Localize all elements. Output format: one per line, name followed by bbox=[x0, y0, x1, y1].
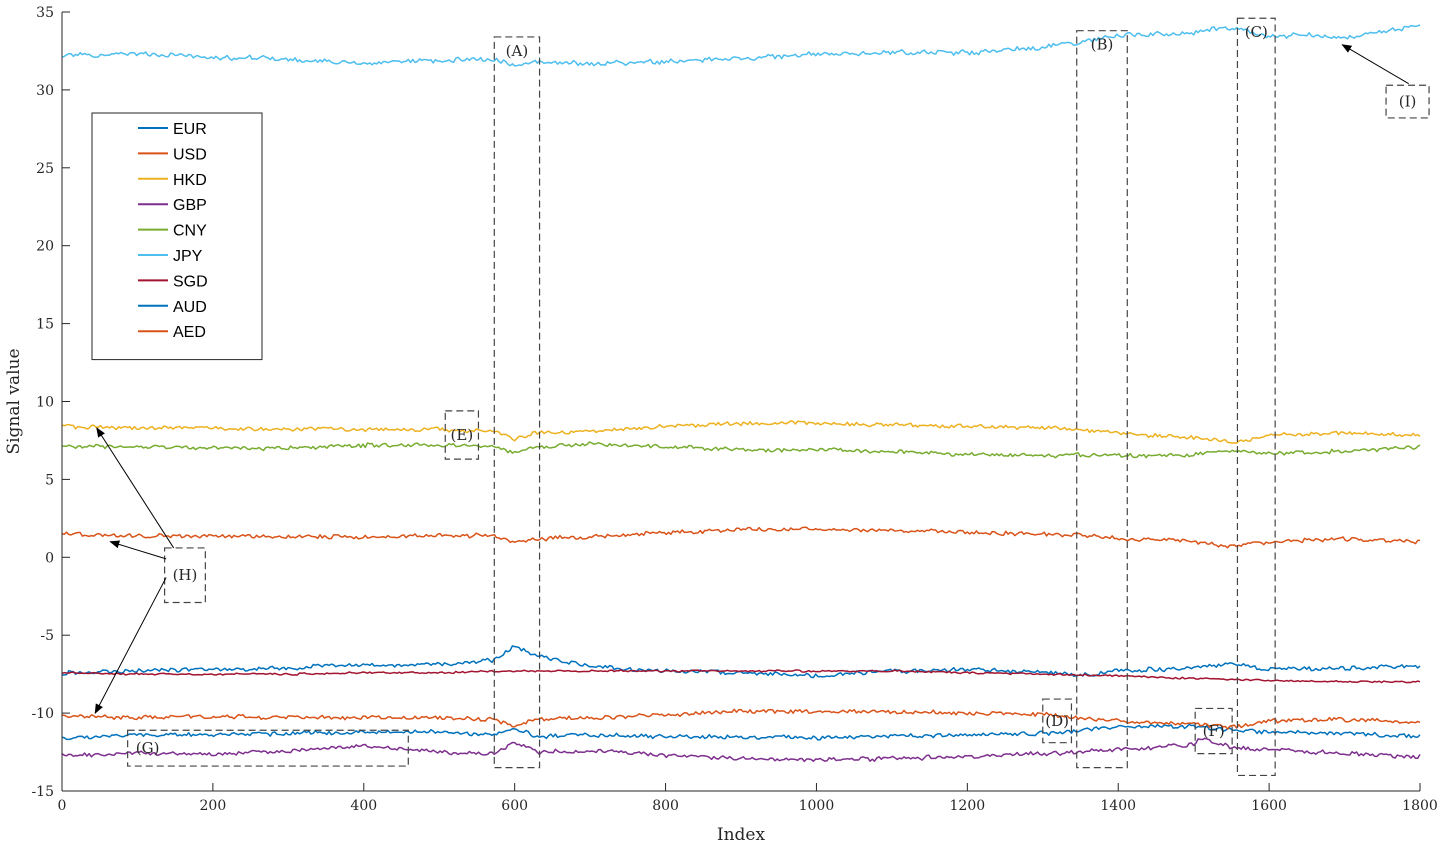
y-tick-label: 25 bbox=[36, 161, 54, 177]
series-line-hkd bbox=[61, 420, 1421, 444]
annotation-label-6: (G) bbox=[136, 739, 160, 757]
annotation-box-6 bbox=[127, 729, 409, 767]
y-tick-label: -5 bbox=[40, 628, 54, 644]
annotation-box-2 bbox=[1236, 17, 1276, 777]
x-axis-label: Index bbox=[717, 825, 766, 845]
annotation-label-5: (F) bbox=[1203, 722, 1225, 740]
series-line-cny bbox=[61, 441, 1421, 459]
legend-label-usd: USD bbox=[173, 146, 207, 163]
annotation-box-7 bbox=[164, 547, 206, 604]
legend: EUR USD HKD GBP CNY JPY SGD AUD AED bbox=[91, 112, 263, 361]
x-tick-label: 1800 bbox=[1402, 798, 1438, 814]
y-tick-label: 30 bbox=[36, 83, 54, 99]
series-line-sgd bbox=[61, 669, 1421, 684]
x-tick-label: 1200 bbox=[950, 798, 986, 814]
annotation-label-4: (E) bbox=[451, 426, 474, 444]
annotation-box-5 bbox=[1194, 707, 1233, 755]
annotation-arrow-7-2 bbox=[94, 577, 167, 714]
y-tick-label: 15 bbox=[36, 317, 54, 333]
annotation-label-7: (H) bbox=[173, 566, 198, 584]
annotation-layer: (A) (B) (C) (D) (E) (F) (G) (H) (I) bbox=[94, 17, 1430, 777]
legend-label-jpy: JPY bbox=[173, 248, 203, 265]
legend-label-sgd: SGD bbox=[173, 273, 208, 290]
x-tick-label: 1000 bbox=[799, 798, 835, 814]
y-axis-label: Signal value bbox=[4, 348, 24, 454]
series-line-usd bbox=[61, 526, 1421, 549]
y-tick-label: -10 bbox=[31, 706, 54, 722]
annotation-box-3 bbox=[1042, 698, 1073, 744]
x-tick-label: 1600 bbox=[1251, 798, 1287, 814]
series-line-jpy bbox=[61, 24, 1421, 67]
x-tick-label: 800 bbox=[652, 798, 679, 814]
annotation-label-0: (A) bbox=[506, 42, 529, 60]
y-tick-label: -15 bbox=[31, 784, 54, 800]
annotation-label-8: (I) bbox=[1399, 93, 1417, 111]
annotation-arrow-7-1 bbox=[109, 540, 167, 560]
series-line-gbp bbox=[61, 737, 1421, 763]
legend-label-eur: EUR bbox=[173, 121, 207, 138]
series-layer bbox=[61, 24, 1421, 763]
annotation-arrow-7-0 bbox=[96, 427, 175, 549]
annotation-label-1: (B) bbox=[1091, 36, 1114, 54]
annotation-arrow-8-0 bbox=[1341, 44, 1409, 85]
plot-background bbox=[62, 12, 1420, 791]
series-line-aed bbox=[62, 708, 1421, 730]
series-line-aud bbox=[61, 723, 1421, 741]
x-tick-label: 600 bbox=[501, 798, 528, 814]
x-tick-label: 1400 bbox=[1100, 798, 1136, 814]
y-tick-label: 10 bbox=[36, 395, 54, 411]
y-tick-label: 20 bbox=[36, 239, 54, 255]
legend-label-cny: CNY bbox=[173, 223, 207, 240]
annotation-box-0 bbox=[493, 36, 541, 769]
annotation-label-2: (C) bbox=[1245, 23, 1268, 41]
annotation-box-4 bbox=[444, 410, 480, 460]
x-tick-label: 0 bbox=[58, 798, 67, 814]
annotation-label-3: (D) bbox=[1045, 712, 1069, 730]
x-tick-label: 200 bbox=[200, 798, 227, 814]
y-tick-label: 35 bbox=[36, 5, 54, 21]
legend-box bbox=[91, 112, 263, 361]
annotation-box-8 bbox=[1385, 84, 1430, 119]
legend-label-aed: AED bbox=[173, 324, 206, 341]
legend-label-hkd: HKD bbox=[173, 172, 207, 189]
axes: 0 200 400 600 800 1000 1200 1400 1600 1800-15-10-… bbox=[4, 5, 1438, 845]
y-tick-label: 5 bbox=[45, 472, 54, 488]
legend-label-gbp: GBP bbox=[173, 197, 207, 214]
y-tick-label: 0 bbox=[45, 550, 54, 566]
x-tick-label: 400 bbox=[350, 798, 377, 814]
plot-area bbox=[62, 12, 1420, 791]
legend-label-aud: AUD bbox=[173, 299, 207, 316]
annotation-box-1 bbox=[1076, 30, 1128, 769]
